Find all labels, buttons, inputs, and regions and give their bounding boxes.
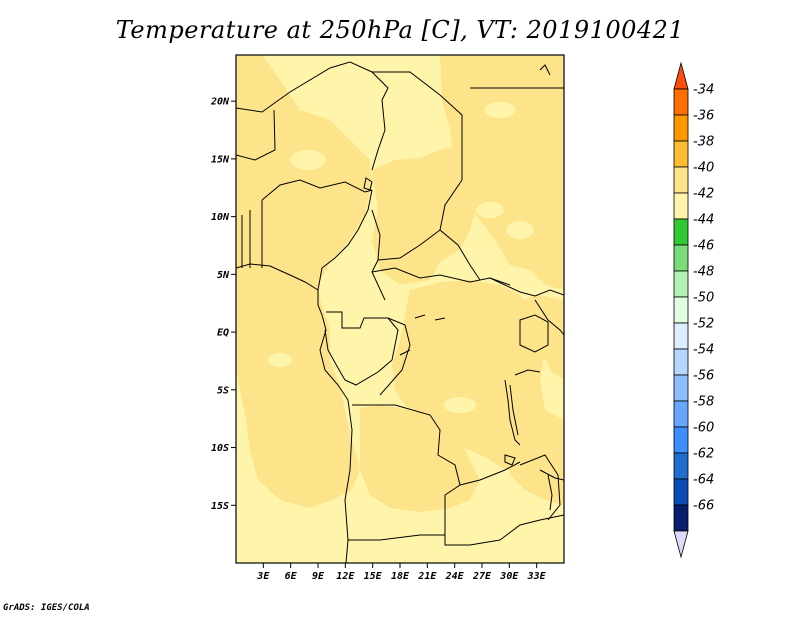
colorbar-swatch: [673, 322, 689, 350]
longitude-axis: 3E 6E 9E 12E 15E 18E 21E 24E 27E 30E 33E: [256, 563, 547, 582]
drc-lakes: [399, 314, 446, 356]
lat-tick-label: 15S: [211, 501, 229, 512]
border-south-sudan-drc: [489, 277, 564, 297]
lon-tick-label: 27E: [472, 571, 492, 582]
colorbar-swatch: [673, 400, 689, 428]
colorbar-swatch: [673, 452, 689, 480]
colorbar-label: -40: [693, 161, 714, 176]
colorbar-swatch: [673, 504, 689, 532]
colorbar-top-arrow: [673, 61, 689, 90]
colorbar-label: -50: [693, 291, 714, 306]
country-boundaries: [236, 61, 564, 563]
border-congo-drc: [379, 317, 411, 396]
border-rwanda-burundi: [514, 369, 541, 376]
lake-bangweulu: [504, 454, 516, 466]
warm-region-south: [360, 405, 480, 512]
colorbar-swatch: [673, 426, 689, 454]
border-gabon-congo: [324, 311, 399, 386]
colorbar-label: -52: [693, 317, 714, 332]
lon-tick-label: 6E: [285, 571, 298, 582]
lake-malawi: [547, 474, 553, 511]
colorbar-label: -58: [693, 395, 714, 410]
latitude-axis: 20N 15N 10N 5N EQ 5S 10S 15S: [210, 97, 236, 512]
colorbar-label: -42: [693, 187, 714, 202]
colorbar-label: -36: [693, 109, 714, 124]
colorbar-label: -60: [693, 421, 714, 436]
border-zambia-drc: [459, 461, 521, 486]
lake-tanganyika: [504, 379, 521, 446]
lat-tick-label: 10S: [211, 443, 229, 454]
border-malawi: [519, 454, 561, 521]
colorbar-swatch: [673, 166, 689, 194]
border-uganda-kenya: [534, 299, 564, 336]
lat-tick-label: 15N: [211, 154, 230, 165]
lat-tick-label: 20N: [210, 97, 230, 108]
lon-tick-label: 12E: [336, 571, 355, 582]
colorbar: -34 -36 -38 -40 -42 -44 -46 -48 -50 -52 -54 -56 -58 -…: [673, 61, 714, 559]
lon-tick-label: 9E: [312, 571, 325, 582]
lon-tick-label: 30E: [499, 571, 519, 582]
warm-region-southeast: [505, 430, 564, 505]
border-zimbabwe: [499, 514, 564, 541]
warm-region-central: [372, 145, 480, 285]
border-chad-sudan: [439, 179, 481, 281]
border-nigeria-cameroon: [317, 189, 373, 291]
border-tanzania-mozambique: [539, 469, 564, 481]
lake-chad: [363, 177, 373, 191]
border-libya-chad-sudan: [372, 71, 463, 180]
colorbar-label: -56: [693, 369, 714, 384]
colorbar-label: -46: [693, 239, 714, 254]
colorbar-swatch: [673, 374, 689, 402]
colorbar-swatch: [673, 478, 689, 506]
colorbar-bottom-arrow: [673, 530, 689, 559]
colorbar-swatch: [673, 296, 689, 324]
lon-tick-label: 24E: [445, 571, 465, 582]
border-benin-togo: [241, 200, 263, 268]
nile-delta: [539, 64, 551, 76]
border-namibia-angola: [348, 534, 445, 541]
cool-field-patches: [268, 102, 534, 413]
colorbar-label: -54: [693, 343, 714, 358]
border-mali-burkina: [236, 109, 276, 161]
colorbar-swatch: [673, 192, 689, 220]
colorbar-swatch: [673, 244, 689, 272]
lon-tick-label: 3E: [256, 571, 270, 582]
coast-central-africa: [317, 290, 353, 563]
lat-tick-label: EQ: [217, 328, 229, 339]
colorbar-swatch: [673, 140, 689, 168]
colorbar-swatch: [673, 114, 689, 142]
colorbar-label: -34: [693, 83, 714, 98]
colorbar-label: -48: [693, 265, 714, 280]
colorbar-label: -62: [693, 447, 714, 462]
colorbar-swatch: [673, 218, 689, 246]
colorbar-swatch: [673, 88, 689, 116]
border-algeria-mali: [236, 61, 373, 113]
colorbar-swatch: [673, 270, 689, 298]
coast-west-africa: [236, 263, 319, 291]
lake-victoria: [519, 314, 549, 353]
colorbar-label: -44: [693, 213, 714, 228]
colorbar-swatch: [673, 348, 689, 376]
lat-tick-label: 5N: [217, 270, 230, 281]
colorbar-label: -64: [693, 473, 714, 488]
lon-tick-label: 15E: [364, 571, 383, 582]
grads-credit: GrADS: IGES/COLA: [3, 603, 90, 613]
map-title: Temperature at 250hPa [C], VT: 201910042…: [115, 16, 685, 44]
lon-tick-label: 33E: [527, 571, 547, 582]
colorbar-label: -66: [693, 499, 714, 514]
lat-tick-label: 5S: [217, 385, 229, 396]
border-angola-zambia: [444, 495, 501, 546]
lat-tick-label: 10N: [211, 212, 230, 223]
border-car-sudan: [377, 229, 441, 261]
lon-tick-label: 21E: [417, 571, 437, 582]
lon-tick-label: 18E: [391, 571, 410, 582]
border-niger-nigeria: [261, 179, 373, 201]
border-drc-angola: [352, 404, 461, 496]
border-niger-libya: [371, 71, 389, 171]
colorbar-label: -38: [693, 135, 714, 150]
